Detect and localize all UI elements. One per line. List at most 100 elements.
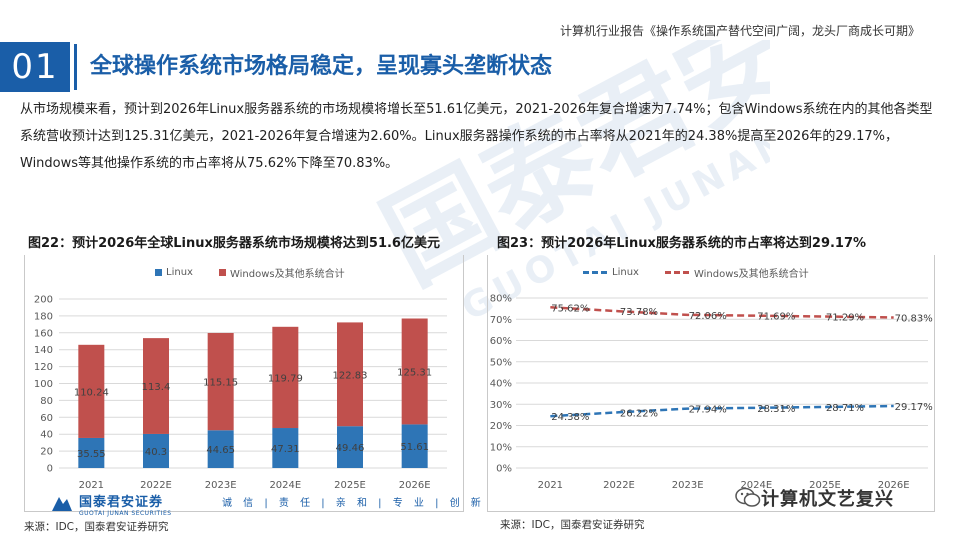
point-value-label: 26.22% (620, 408, 658, 419)
y-tick-label: 140 (34, 345, 53, 356)
brand-logo-icon (52, 497, 72, 511)
y-tick-label: 60 (40, 413, 53, 424)
fig23-chart: 0% 10% 20% 30% 40% 50% 60% 70% 80% 2021 2022E 2023E… (490, 294, 933, 492)
x-tick-label: 2023E (205, 480, 237, 491)
point-value-label: 28.71% (826, 403, 864, 414)
legend-label-windows: Windows及其他系统合计 (229, 269, 345, 280)
y-tick-label: 30% (490, 400, 512, 411)
bar-value-label: 49.46 (336, 443, 365, 454)
section-number: 01 (0, 42, 70, 92)
fig23-legend: Linux Windows及其他系统合计 (583, 265, 809, 280)
y-tick-label: 40 (40, 430, 53, 441)
wechat-icon (735, 487, 761, 507)
wechat-account-name: 计算机文艺复兴 (761, 489, 894, 510)
section-title: 全球操作系统市场格局稳定，呈现寡头垄断状态 (90, 54, 553, 79)
brand-logo: 国泰君安证券 GUOTAI JUNAN SECURITIES (50, 491, 172, 517)
bar-value-label: 113.4 (142, 382, 171, 393)
legend-label-linux: Linux (612, 267, 639, 278)
point-value-label: 70.83% (895, 313, 933, 324)
fig23-panel: Linux Windows及其他系统合计 0% 10% 20% 30% 40% 50% 60… (487, 255, 935, 512)
brand-name: 国泰君安证券 (79, 495, 164, 510)
point-value-label: 24.38% (551, 412, 589, 423)
point-value-label: 27.94% (689, 405, 727, 416)
bar-value-label: 35.55 (77, 449, 106, 460)
bar-value-label: 40.3 (145, 447, 167, 458)
point-value-label: 71.69% (757, 312, 795, 323)
x-tick-label: 2026E (878, 480, 910, 491)
point-value-label: 71.29% (826, 313, 864, 324)
y-tick-label: 20 (40, 447, 53, 458)
legend-line-linux (583, 271, 607, 274)
bar-windows (401, 318, 428, 425)
y-tick-label: 180 (34, 311, 53, 322)
intro-paragraph: 从市场规模来看，预计到2026年Linux服务器系统的市场规模将增长至51.61… (20, 102, 933, 171)
y-tick-label: 10% (490, 442, 512, 453)
legend-swatch-linux (155, 269, 162, 276)
brand-name-en: GUOTAI JUNAN SECURITIES (79, 510, 172, 517)
bar-value-label: 47.31 (271, 444, 300, 455)
bar-linux (207, 430, 234, 468)
bar-value-label: 125.31 (397, 367, 432, 378)
bar-windows (78, 344, 105, 438)
x-tick-label: 2021 (79, 480, 104, 491)
report-title: 计算机行业报告《操作系统国产替代空间广阔，龙头厂商成长可期》 (559, 24, 920, 38)
legend-label-windows: Windows及其他系统合计 (693, 269, 809, 280)
x-tick-label: 2022E (603, 480, 635, 491)
bar-windows (207, 332, 234, 431)
series-line-windows (550, 306, 894, 319)
section-title-bar: 01 全球操作系统市场格局稳定，呈现寡头垄断状态 (0, 42, 960, 92)
watermark: 国泰君安 GUOTAI JUNAN (363, 40, 770, 329)
legend-line-windows (664, 271, 689, 274)
bar-value-label: 44.65 (206, 445, 235, 456)
bar-windows (272, 326, 299, 429)
point-value-label: 29.17% (895, 402, 933, 413)
section-divider (74, 44, 77, 90)
fig22-panel: Linux Windows及其他系统合计 0 20 40 60 80 100 120 140 1… (24, 255, 464, 512)
x-tick-label: 2025E (334, 480, 366, 491)
x-tick-label: 2026E (399, 480, 431, 491)
fig22-title: 图22：预计2026年全球Linux服务器系统市场规模将达到51.6亿美元 (28, 236, 440, 251)
y-tick-label: 120 (34, 362, 53, 373)
y-tick-label: 80 (40, 396, 53, 407)
bar-linux (401, 424, 428, 468)
bar-windows (337, 322, 363, 427)
y-tick-label: 20% (490, 421, 512, 432)
x-tick-label: 2024E (740, 480, 772, 491)
bar-linux (143, 433, 169, 468)
bar-linux (337, 426, 363, 468)
y-tick-label: 80% (490, 294, 512, 305)
x-tick-label: 2023E (672, 480, 704, 491)
point-value-label: 72.06% (689, 311, 727, 322)
brand-slogan: 诚 信 | 责 任 | 亲 和 | 专 业 | 创 新 (222, 498, 485, 509)
wechat-account: 计算机文艺复兴 (735, 485, 894, 511)
fig23-title: 图23：预计2026年Linux服务器系统的市占率将达到29.17% (497, 236, 867, 251)
y-tick-label: 0 (47, 464, 53, 475)
y-tick-label: 200 (34, 295, 53, 306)
y-tick-label: 0% (496, 464, 512, 475)
bar-linux (78, 437, 105, 468)
y-tick-label: 40% (490, 379, 512, 390)
y-tick-label: 60% (490, 336, 512, 347)
bar-value-label: 110.24 (74, 387, 109, 398)
bar-windows (143, 338, 169, 434)
y-tick-label: 100 (34, 379, 53, 390)
point-value-label: 75.62% (551, 303, 589, 314)
bar-value-label: 119.79 (268, 373, 303, 384)
legend-label-linux: Linux (166, 267, 193, 278)
fig22-chart: 0 20 40 60 80 100 120 140 160 180 200 35.55 110.24 20… (34, 295, 447, 491)
y-tick-label: 70% (490, 315, 512, 326)
y-tick-label: 160 (34, 328, 53, 339)
x-tick-label: 2024E (269, 480, 301, 491)
fig23-source: 来源：IDC，国泰君安证券研究 (500, 519, 645, 531)
series-line-linux (550, 404, 894, 418)
x-tick-label: 2021 (538, 480, 563, 491)
legend-swatch-windows (218, 269, 226, 276)
fig22-legend: Linux Windows及其他系统合计 (155, 265, 345, 280)
bar-linux (272, 428, 299, 468)
x-tick-label: 2022E (140, 480, 172, 491)
bar-value-label: 122.83 (333, 370, 368, 381)
bar-value-label: 115.15 (203, 378, 238, 389)
point-value-label: 28.31% (757, 404, 795, 415)
bar-value-label: 51.61 (400, 442, 429, 453)
fig22-source: 来源：IDC，国泰君安证券研究 (24, 521, 169, 533)
